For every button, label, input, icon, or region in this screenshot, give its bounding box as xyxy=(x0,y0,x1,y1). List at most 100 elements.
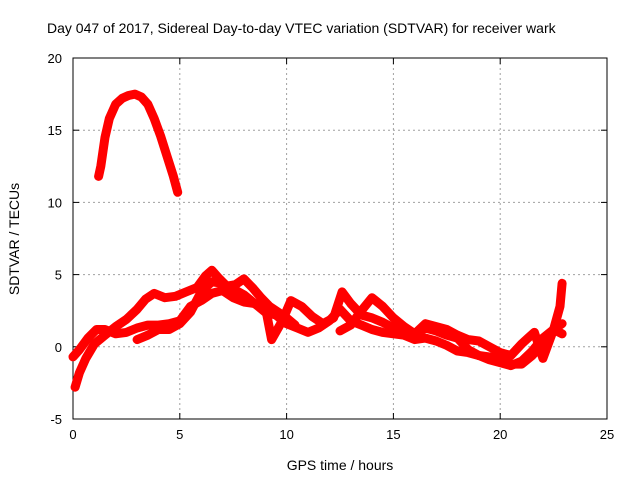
data-point xyxy=(111,329,120,338)
data-point xyxy=(558,329,567,338)
data-point xyxy=(75,345,84,354)
series-band xyxy=(335,278,567,363)
data-point xyxy=(442,341,451,350)
data-point xyxy=(453,347,462,356)
y-tick-label: -5 xyxy=(50,412,62,427)
x-axis-label: GPS time / hours xyxy=(287,457,394,473)
data-point xyxy=(143,331,152,340)
data-point xyxy=(256,293,265,302)
data-point xyxy=(75,368,84,377)
x-axis-ticks: 0 5 10 15 20 25 xyxy=(69,58,614,442)
series-band xyxy=(94,89,183,197)
data-point xyxy=(261,308,270,317)
y-tick-label: 0 xyxy=(55,340,62,355)
data-point xyxy=(314,324,323,333)
y-tick-label: 20 xyxy=(48,51,62,66)
data-point xyxy=(528,347,537,356)
data-point xyxy=(248,283,257,292)
data-point xyxy=(485,342,494,351)
data-point xyxy=(325,316,334,325)
data-point xyxy=(207,266,216,275)
data-point xyxy=(182,287,191,296)
data-point xyxy=(169,172,178,181)
data-point xyxy=(271,311,280,320)
data-point xyxy=(133,305,142,314)
data-point xyxy=(421,334,430,343)
data-point xyxy=(111,100,120,109)
x-tick-label: 15 xyxy=(386,427,400,442)
y-axis-label: SDTVAR / TECUs xyxy=(6,183,22,295)
data-point xyxy=(464,348,473,357)
data-point xyxy=(229,293,238,302)
data-point xyxy=(432,337,441,346)
y-tick-label: 5 xyxy=(55,268,62,283)
data-point xyxy=(124,91,133,100)
chart-title: Day 047 of 2017, Sidereal Day-to-day VTE… xyxy=(47,20,557,36)
data-point xyxy=(517,339,526,348)
x-tick-label: 25 xyxy=(600,427,614,442)
data-point xyxy=(378,302,387,311)
data-point xyxy=(150,114,159,123)
data-point xyxy=(336,305,344,314)
data-point xyxy=(556,302,565,311)
data-point xyxy=(207,277,216,286)
data-point xyxy=(133,324,142,333)
data-point xyxy=(496,358,505,367)
data-point xyxy=(141,295,150,304)
data-point xyxy=(474,351,483,360)
data-point xyxy=(101,325,110,334)
plot-frame xyxy=(72,57,608,420)
data-point xyxy=(338,287,347,296)
y-axis-ticks: -5 0 5 10 15 20 xyxy=(48,51,607,427)
data-point xyxy=(496,348,505,357)
data-point xyxy=(282,319,291,328)
data-point xyxy=(368,325,377,334)
data-point xyxy=(538,354,547,363)
data-point xyxy=(346,321,355,330)
y-tick-label: 15 xyxy=(48,123,62,138)
data-point xyxy=(464,335,473,344)
data-point xyxy=(90,339,99,348)
data-point xyxy=(130,90,139,99)
data-point xyxy=(137,92,146,101)
data-point xyxy=(122,328,131,337)
data-point xyxy=(308,312,317,321)
data-point xyxy=(122,315,131,324)
data-point xyxy=(101,133,110,142)
data-point xyxy=(389,313,398,322)
data-point xyxy=(94,172,103,181)
data-point xyxy=(250,299,259,308)
data-point xyxy=(156,131,165,140)
x-tick-label: 5 xyxy=(176,427,183,442)
data-point xyxy=(378,318,387,327)
data-point xyxy=(171,292,180,301)
data-point xyxy=(378,328,387,337)
data-point xyxy=(165,325,174,334)
x-tick-label: 20 xyxy=(493,427,507,442)
data-point xyxy=(442,325,451,334)
data-series xyxy=(68,89,567,392)
data-point xyxy=(410,329,419,338)
data-point xyxy=(197,287,206,296)
data-point xyxy=(453,331,462,340)
data-point xyxy=(400,331,409,340)
data-point xyxy=(133,335,142,344)
data-point xyxy=(297,302,306,311)
data-point xyxy=(162,152,171,161)
data-point xyxy=(517,357,526,366)
data-point xyxy=(346,299,355,308)
series-arc-5 xyxy=(335,278,567,363)
data-point xyxy=(81,354,90,363)
y-tick-label: 10 xyxy=(48,195,62,210)
data-point xyxy=(368,293,377,302)
data-point xyxy=(421,319,430,328)
data-point xyxy=(160,293,169,302)
data-point xyxy=(218,279,227,288)
data-point xyxy=(357,306,366,315)
data-point xyxy=(201,272,210,281)
data-point xyxy=(400,322,409,331)
data-point xyxy=(71,383,80,392)
data-point xyxy=(389,329,398,338)
data-point xyxy=(506,351,515,360)
data-point xyxy=(558,279,567,288)
